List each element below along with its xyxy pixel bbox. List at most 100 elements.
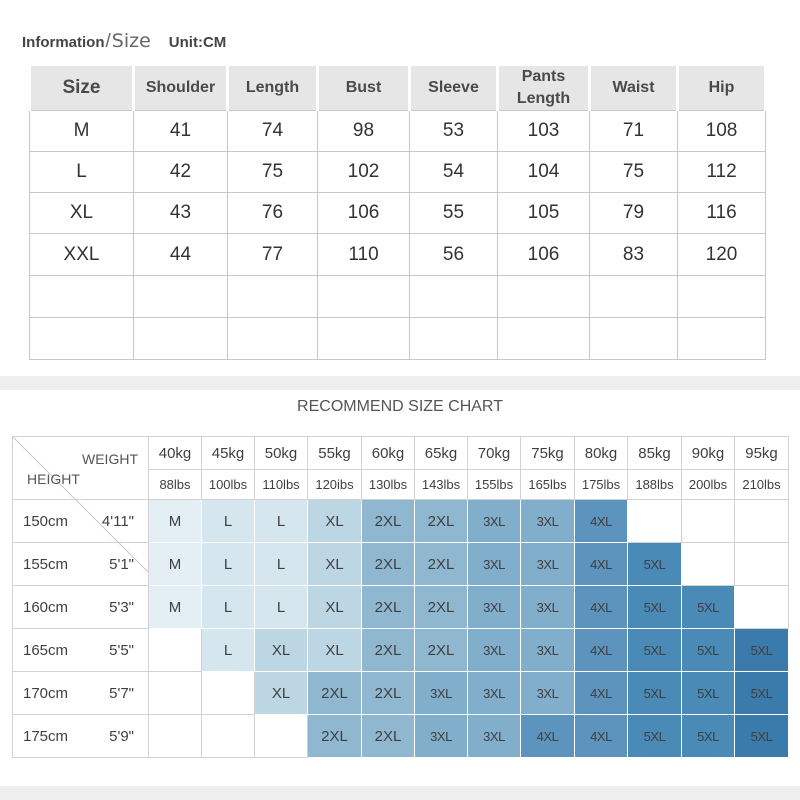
measurement-cell: 108 bbox=[677, 109, 766, 153]
measurement-cell bbox=[589, 316, 678, 361]
information-label: Information bbox=[22, 34, 105, 51]
recommended-size-cell: L bbox=[254, 542, 308, 586]
table-row bbox=[29, 316, 766, 361]
weight-lbs-cell: 88lbs bbox=[148, 469, 202, 500]
recommended-size-cell: M bbox=[148, 542, 202, 586]
height-values: 175cm 5'9" bbox=[13, 728, 148, 745]
height-values: 165cm 5'5" bbox=[13, 642, 148, 659]
recommended-size-cell: 4XL bbox=[574, 542, 628, 586]
measurement-cell: 75 bbox=[589, 151, 678, 194]
size-cell bbox=[29, 316, 134, 361]
height-ft: 5'3" bbox=[109, 598, 134, 616]
weight-kg-cell: 60kg bbox=[361, 436, 415, 470]
height-label: HEIGHT bbox=[27, 471, 80, 487]
recommended-size-cell: 2XL bbox=[361, 628, 415, 672]
recommended-size-cell: L bbox=[254, 585, 308, 629]
measurement-cell: 110 bbox=[317, 233, 410, 276]
table-row: XXL 44 77 110 56 106 83 120 bbox=[29, 233, 766, 276]
size-cell bbox=[29, 274, 134, 318]
measurement-cell bbox=[317, 316, 410, 361]
recommended-size-cell: 5XL bbox=[627, 671, 682, 715]
height-row: 150cm 4'11" M L L XL 2XL 2XL 3XL 3XL 4XL bbox=[12, 499, 789, 543]
recommend-chart: WEIGHT HEIGHT 40kg 45kg 50kg 55kg 60kg 65kg 70… bbox=[12, 436, 789, 758]
table-row: L 42 75 102 54 104 75 112 bbox=[29, 151, 766, 194]
recommended-size-cell: 3XL bbox=[414, 671, 468, 715]
recommended-size-cell: 4XL bbox=[574, 585, 628, 629]
height-cm: 170cm bbox=[23, 684, 69, 702]
recommended-size-cell: 5XL bbox=[627, 714, 682, 758]
recommended-size-cell: L bbox=[201, 628, 255, 672]
column-header-text: Pants Length bbox=[516, 68, 571, 107]
measurement-cell: 75 bbox=[227, 151, 318, 194]
measurement-cell: 76 bbox=[227, 192, 318, 235]
recommended-size-cell: 3XL bbox=[520, 628, 575, 672]
recommended-size-cell: 5XL bbox=[681, 714, 735, 758]
recommended-size-cell: 3XL bbox=[467, 714, 521, 758]
recommended-size-cell bbox=[148, 628, 202, 672]
recommended-size-cell: 3XL bbox=[467, 671, 521, 715]
recommended-size-cell bbox=[681, 542, 735, 586]
recommended-size-cell bbox=[734, 585, 789, 629]
recommended-size-cell: 4XL bbox=[574, 714, 628, 758]
height-cm: 155cm bbox=[23, 555, 69, 573]
measurement-cell: 83 bbox=[589, 233, 678, 276]
weight-kg-cell: 75kg bbox=[520, 436, 575, 470]
weight-kg-cell: 80kg bbox=[574, 436, 628, 470]
recommended-size-cell: 2XL bbox=[307, 714, 362, 758]
recommended-size-cell: 2XL bbox=[307, 671, 362, 715]
height-row: 170cm 5'7" XL 2XL 2XL 3XL 3XL 3XL 4XL 5XL 5XL 5XL bbox=[12, 671, 789, 715]
height-ft: 5'1" bbox=[109, 555, 134, 573]
measurement-cell: 120 bbox=[677, 233, 766, 276]
weight-lbs-cell: 120ibs bbox=[307, 469, 362, 500]
recommended-size-cell: 2XL bbox=[361, 499, 415, 543]
section-header: Information / Size Unit:CM bbox=[22, 30, 226, 56]
measurement-cell: 106 bbox=[317, 192, 410, 235]
measurement-cell: 105 bbox=[497, 192, 590, 235]
recommended-size-cell: XL bbox=[307, 542, 362, 586]
recommended-size-cell: 2XL bbox=[414, 499, 468, 543]
recommend-table: WEIGHT HEIGHT 40kg 45kg 50kg 55kg 60kg 65kg 70… bbox=[12, 436, 789, 758]
recommended-size-cell: 3XL bbox=[467, 499, 521, 543]
weight-kg-cell: 65kg bbox=[414, 436, 468, 470]
weight-lbs-cell: 143lbs bbox=[414, 469, 468, 500]
recommended-size-cell: 4XL bbox=[574, 499, 628, 543]
measurement-cell bbox=[409, 274, 498, 318]
measurement-cell: 116 bbox=[677, 192, 766, 235]
weight-lbs-cell: 100lbs bbox=[201, 469, 255, 500]
recommended-size-cell: 3XL bbox=[467, 628, 521, 672]
column-header: Waist bbox=[588, 66, 679, 111]
weight-kg-cell: 85kg bbox=[627, 436, 682, 470]
recommended-size-cell: 5XL bbox=[681, 585, 735, 629]
recommended-size-cell: XL bbox=[254, 671, 308, 715]
measurement-cell: 56 bbox=[409, 233, 498, 276]
size-label: Size bbox=[111, 30, 151, 52]
measurement-cell: 77 bbox=[227, 233, 318, 276]
unit-label: Unit:CM bbox=[168, 34, 227, 51]
column-header: Bust bbox=[316, 66, 411, 111]
recommended-size-cell bbox=[201, 671, 255, 715]
weight-kg-cell: 40kg bbox=[148, 436, 202, 470]
recommended-size-cell: 5XL bbox=[734, 671, 789, 715]
recommended-size-cell: 5XL bbox=[627, 542, 682, 586]
recommended-size-cell: 2XL bbox=[414, 542, 468, 586]
recommended-size-cell bbox=[734, 542, 789, 586]
height-cell: 175cm 5'9" bbox=[12, 714, 149, 758]
measurement-cell: 54 bbox=[409, 151, 498, 194]
recommended-size-cell: 2XL bbox=[414, 628, 468, 672]
slash-separator: / bbox=[105, 31, 111, 52]
recommended-size-cell: 5XL bbox=[681, 628, 735, 672]
recommended-size-cell: 2XL bbox=[361, 542, 415, 586]
height-row: 175cm 5'9" 2XL 2XL 3XL 3XL 4XL 4XL 5XL 5XL 5XL bbox=[12, 714, 789, 758]
recommended-size-cell: 3XL bbox=[520, 671, 575, 715]
weight-kg-cell: 55kg bbox=[307, 436, 362, 470]
measurement-cell: 42 bbox=[133, 151, 228, 194]
recommended-size-cell: 3XL bbox=[467, 542, 521, 586]
recommended-size-cell: XL bbox=[254, 628, 308, 672]
recommended-size-cell: 2XL bbox=[361, 671, 415, 715]
recommended-size-cell bbox=[201, 714, 255, 758]
diagonal-line bbox=[13, 437, 148, 572]
recommended-size-cell bbox=[148, 671, 202, 715]
column-header: Length bbox=[226, 66, 319, 111]
weight-lbs-cell: 200lbs bbox=[681, 469, 735, 500]
recommended-size-cell: 3XL bbox=[467, 585, 521, 629]
